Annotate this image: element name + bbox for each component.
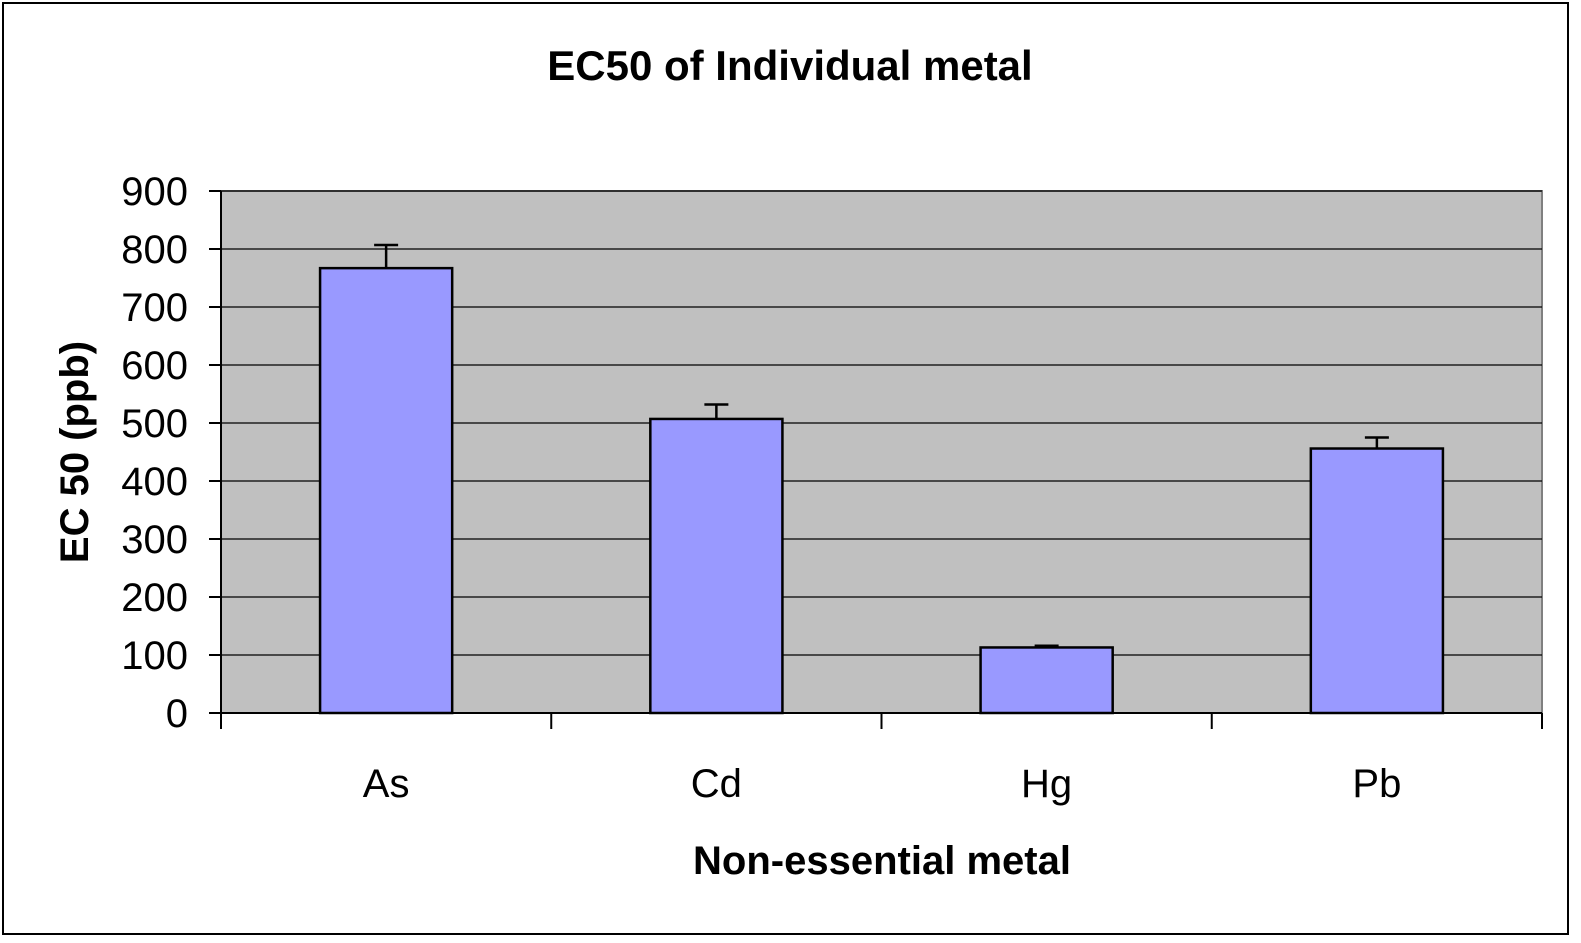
y-tick-label: 500 xyxy=(121,402,188,446)
y-tick-label: 300 xyxy=(121,518,188,562)
x-tick-label: Hg xyxy=(1021,762,1072,806)
x-tick-label: Cd xyxy=(691,762,742,806)
plot-area: 0 100 200 300 400 500 600 700 800 900 As Cd Hg Pb xyxy=(121,170,1543,806)
y-axis-title: EC 50 (ppb) xyxy=(53,341,97,563)
x-tick-label: As xyxy=(363,762,410,806)
y-tick-label: 700 xyxy=(121,286,188,330)
bar-as xyxy=(318,266,454,715)
y-tick-label: 0 xyxy=(166,692,188,736)
y-tick-label: 800 xyxy=(121,228,188,272)
chart-title: EC50 of Individual metal xyxy=(547,42,1032,89)
y-tick-label: 900 xyxy=(121,170,188,214)
y-tick-label: 200 xyxy=(121,576,188,620)
bar-pb xyxy=(1309,447,1445,715)
x-axis-title: Non-essential metal xyxy=(693,839,1071,883)
bar-cd xyxy=(649,417,784,715)
y-tick-label: 100 xyxy=(121,634,188,678)
y-tick-label: 400 xyxy=(121,460,188,504)
bar-hg xyxy=(979,646,1114,715)
y-tick-label: 600 xyxy=(121,344,188,388)
x-tick-label: Pb xyxy=(1352,762,1401,806)
